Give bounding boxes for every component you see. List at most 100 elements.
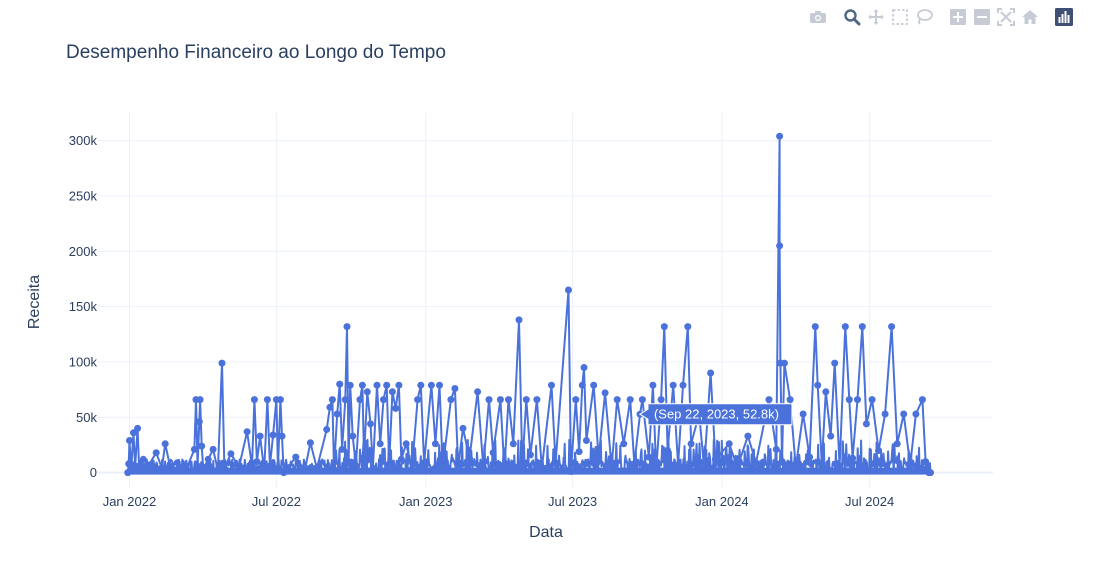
data-point[interactable]: [331, 466, 338, 473]
data-point[interactable]: [800, 411, 807, 418]
data-point[interactable]: [859, 323, 866, 330]
data-point[interactable]: [455, 463, 462, 470]
data-point[interactable]: [344, 323, 351, 330]
data-point[interactable]: [548, 382, 555, 389]
data-point[interactable]: [377, 440, 384, 447]
data-point[interactable]: [533, 396, 540, 403]
data-point[interactable]: [831, 360, 838, 367]
data-point[interactable]: [869, 396, 876, 403]
data-point[interactable]: [701, 465, 708, 472]
data-point[interactable]: [927, 469, 934, 476]
data-point[interactable]: [565, 287, 572, 294]
data-point[interactable]: [620, 440, 627, 447]
data-point[interactable]: [392, 405, 399, 412]
data-point[interactable]: [352, 463, 359, 470]
data-point[interactable]: [219, 360, 226, 367]
data-point[interactable]: [140, 456, 147, 463]
data-point[interactable]: [675, 461, 682, 468]
data-point[interactable]: [631, 460, 638, 467]
data-point[interactable]: [527, 451, 534, 458]
data-point[interactable]: [922, 458, 929, 465]
data-point[interactable]: [590, 382, 597, 389]
data-point[interactable]: [568, 468, 575, 475]
data-point[interactable]: [183, 466, 190, 473]
data-point[interactable]: [670, 382, 677, 389]
data-point[interactable]: [712, 456, 719, 463]
data-point[interactable]: [174, 459, 181, 466]
data-point[interactable]: [357, 396, 364, 403]
data-point[interactable]: [134, 425, 141, 432]
zoom-in-icon[interactable]: [947, 6, 969, 28]
data-point[interactable]: [398, 456, 405, 463]
data-point[interactable]: [421, 459, 428, 466]
data-point[interactable]: [395, 382, 402, 389]
data-point[interactable]: [386, 460, 393, 467]
data-point[interactable]: [323, 426, 330, 433]
data-point[interactable]: [863, 420, 870, 427]
autoscale-icon[interactable]: [995, 6, 1017, 28]
data-point[interactable]: [266, 463, 273, 470]
data-point[interactable]: [292, 454, 299, 461]
data-point[interactable]: [383, 382, 390, 389]
data-point[interactable]: [882, 411, 889, 418]
data-point[interactable]: [227, 450, 234, 457]
data-point[interactable]: [602, 389, 609, 396]
data-point[interactable]: [347, 382, 354, 389]
data-point[interactable]: [428, 382, 435, 389]
data-point[interactable]: [329, 396, 336, 403]
data-point[interactable]: [374, 382, 381, 389]
pan-icon[interactable]: [865, 6, 887, 28]
data-point[interactable]: [126, 437, 133, 444]
data-point[interactable]: [875, 447, 882, 454]
data-point[interactable]: [336, 381, 343, 388]
data-point[interactable]: [538, 465, 545, 472]
reset-axes-icon[interactable]: [1019, 6, 1041, 28]
data-point[interactable]: [339, 446, 346, 453]
data-point[interactable]: [345, 458, 352, 465]
data-point[interactable]: [907, 461, 914, 468]
data-point[interactable]: [474, 388, 481, 395]
data-point[interactable]: [432, 440, 439, 447]
data-point[interactable]: [439, 465, 446, 472]
data-point[interactable]: [900, 411, 907, 418]
data-point[interactable]: [792, 464, 799, 471]
data-point[interactable]: [639, 396, 646, 403]
data-point[interactable]: [408, 466, 415, 473]
data-point[interactable]: [653, 466, 660, 473]
data-point[interactable]: [162, 440, 169, 447]
data-point[interactable]: [734, 464, 741, 471]
data-point[interactable]: [614, 396, 621, 403]
data-point[interactable]: [369, 465, 376, 472]
data-point[interactable]: [836, 463, 843, 470]
data-point[interactable]: [894, 440, 901, 447]
data-point[interactable]: [277, 396, 284, 403]
data-point[interactable]: [776, 133, 783, 140]
data-point[interactable]: [806, 454, 813, 461]
data-point[interactable]: [846, 396, 853, 403]
data-point[interactable]: [505, 396, 512, 403]
data-point[interactable]: [466, 455, 473, 462]
data-point[interactable]: [510, 440, 517, 447]
data-point[interactable]: [781, 360, 788, 367]
data-point[interactable]: [342, 396, 349, 403]
data-point[interactable]: [191, 446, 198, 453]
data-point[interactable]: [688, 440, 695, 447]
series-revenue[interactable]: [124, 133, 934, 476]
data-point[interactable]: [200, 466, 207, 473]
data-point[interactable]: [414, 396, 421, 403]
data-point[interactable]: [822, 388, 829, 395]
data-point[interactable]: [153, 449, 160, 456]
data-point[interactable]: [664, 447, 671, 454]
data-point[interactable]: [280, 469, 287, 476]
data-point[interactable]: [842, 323, 849, 330]
data-point[interactable]: [576, 448, 583, 455]
data-point[interactable]: [326, 404, 333, 411]
data-point[interactable]: [814, 382, 821, 389]
data-point[interactable]: [684, 323, 691, 330]
data-point[interactable]: [253, 458, 260, 465]
data-point[interactable]: [787, 396, 794, 403]
box-select-icon[interactable]: [889, 6, 911, 28]
data-point[interactable]: [766, 396, 773, 403]
data-point[interactable]: [307, 439, 314, 446]
data-point[interactable]: [627, 396, 634, 403]
